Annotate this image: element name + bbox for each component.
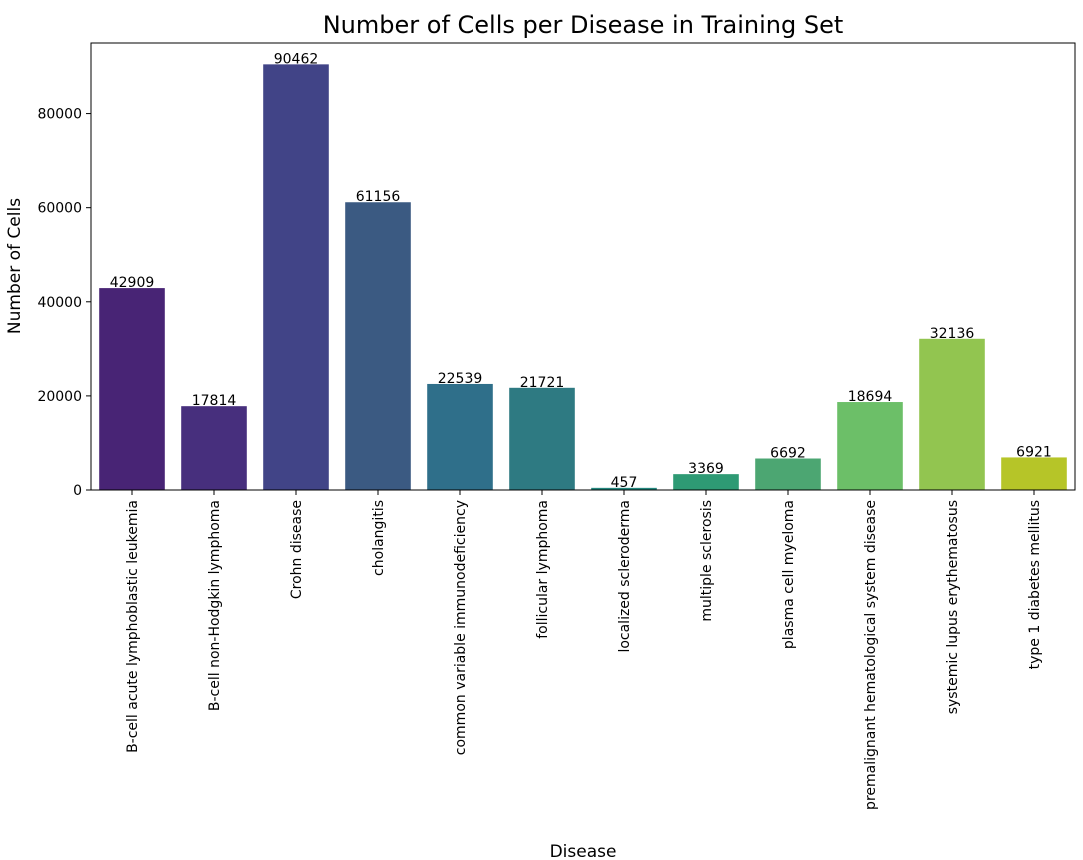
bar xyxy=(509,387,575,490)
x-tick-label: B-cell non-Hodgkin lymphoma xyxy=(207,500,223,711)
data-label: 21721 xyxy=(520,375,565,391)
bar xyxy=(837,402,903,490)
plot-frame xyxy=(90,42,1076,491)
data-label: 42909 xyxy=(110,275,155,291)
y-axis: 0 20000 40000 60000 80000 xyxy=(37,107,91,499)
y-tick-label: 0 xyxy=(73,483,82,499)
x-tick-label: cholangitis xyxy=(371,500,387,576)
bar xyxy=(755,458,821,490)
y-tick-label: 60000 xyxy=(37,201,82,217)
data-label: 6692 xyxy=(770,446,806,462)
x-tick-label: follicular lymphoma xyxy=(535,500,551,639)
y-tick-label: 40000 xyxy=(37,295,82,311)
data-label: 17814 xyxy=(192,393,237,409)
x-axis: B-cell acute lymphoblastic leukemia B-cel… xyxy=(125,490,1043,810)
data-label: 6921 xyxy=(1016,444,1052,460)
bar xyxy=(263,64,329,490)
data-label: 3369 xyxy=(688,461,724,477)
bars-group xyxy=(99,64,1067,491)
bar xyxy=(1001,457,1067,490)
data-label: 32136 xyxy=(930,326,975,342)
x-axis-label: Disease xyxy=(550,842,617,860)
x-tick-label: type 1 diabetes mellitus xyxy=(1027,500,1043,669)
x-tick-label: B-cell acute lymphoblastic leukemia xyxy=(125,500,141,753)
bar xyxy=(591,487,657,490)
data-label: 18694 xyxy=(848,389,893,405)
x-tick-label: multiple sclerosis xyxy=(699,500,715,622)
chart-title: Number of Cells per Disease in Training … xyxy=(323,11,844,39)
data-label: 61156 xyxy=(356,189,401,205)
y-tick-label: 20000 xyxy=(37,389,82,405)
data-label: 90462 xyxy=(274,51,319,67)
x-tick-label: Crohn disease xyxy=(289,500,305,599)
bar xyxy=(673,474,739,490)
x-tick-label: localized scleroderma xyxy=(617,500,633,653)
data-label: 457 xyxy=(611,475,638,491)
x-tick-label: systemic lupus erythematosus xyxy=(945,500,961,714)
bar xyxy=(99,288,165,490)
y-axis-label: Number of Cells xyxy=(5,198,25,334)
bar xyxy=(427,383,493,490)
x-tick-label: plasma cell myeloma xyxy=(781,500,797,649)
data-labels-group: 42909 17814 90462 61156 22539 21721 457 3369 669… xyxy=(110,51,1052,491)
bar xyxy=(181,406,247,490)
y-tick-label: 80000 xyxy=(37,107,82,123)
x-tick-label: premalignant hematological system diseas… xyxy=(863,500,879,810)
bar xyxy=(345,202,411,491)
data-label: 22539 xyxy=(438,371,483,387)
bar xyxy=(919,338,985,490)
x-tick-label: common variable immunodeficiency xyxy=(453,500,469,755)
